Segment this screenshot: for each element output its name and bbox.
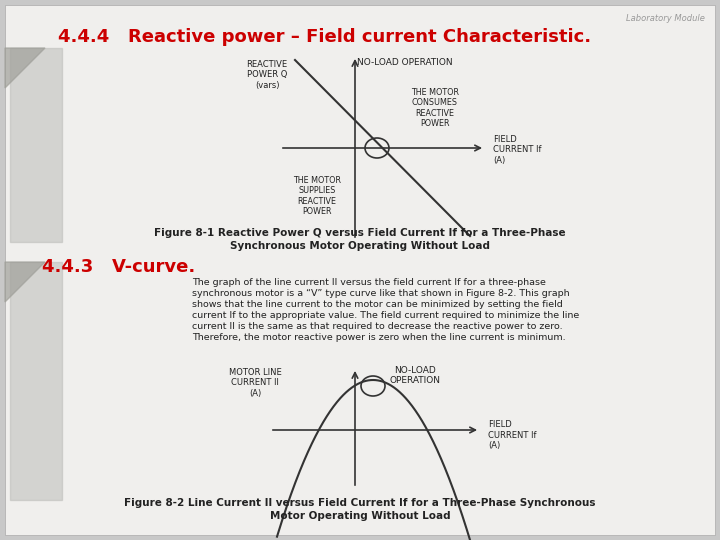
Text: FIELD
CURRENT If
(A): FIELD CURRENT If (A) — [488, 420, 536, 450]
Text: FIELD
CURRENT If
(A): FIELD CURRENT If (A) — [493, 135, 541, 165]
Text: 4.4.3   V-curve.: 4.4.3 V-curve. — [42, 258, 195, 276]
Text: synchronous motor is a “V” type curve like that shown in Figure 8-2. This graph: synchronous motor is a “V” type curve li… — [192, 289, 570, 298]
Text: The graph of the line current Il versus the field current If for a three-phase: The graph of the line current Il versus … — [192, 278, 546, 287]
Text: current Il is the same as that required to decrease the reactive power to zero.: current Il is the same as that required … — [192, 322, 562, 331]
Text: Figure 8-1 Reactive Power Q versus Field Current If for a Three-Phase
Synchronou: Figure 8-1 Reactive Power Q versus Field… — [154, 228, 566, 251]
Text: Figure 8-2 Line Current Il versus Field Current If for a Three-Phase Synchronous: Figure 8-2 Line Current Il versus Field … — [125, 498, 595, 521]
Text: Therefore, the motor reactive power is zero when the line current is minimum.: Therefore, the motor reactive power is z… — [192, 333, 566, 342]
Text: shows that the line current to the motor can be minimized by setting the field: shows that the line current to the motor… — [192, 300, 563, 309]
Text: THE MOTOR
CONSUMES
REACTIVE
POWER: THE MOTOR CONSUMES REACTIVE POWER — [411, 88, 459, 128]
Text: current If to the appropriate value. The field current required to minimize the : current If to the appropriate value. The… — [192, 311, 580, 320]
FancyBboxPatch shape — [5, 5, 715, 535]
Text: 4.4.4   Reactive power – Field current Characteristic.: 4.4.4 Reactive power – Field current Cha… — [58, 28, 591, 46]
Text: REACTIVE
POWER Q
(vars): REACTIVE POWER Q (vars) — [246, 60, 287, 90]
Text: NO-LOAD
OPERATION: NO-LOAD OPERATION — [390, 366, 441, 386]
Text: NO-LOAD OPERATION: NO-LOAD OPERATION — [357, 58, 453, 67]
Text: Laboratory Module: Laboratory Module — [626, 14, 705, 23]
Polygon shape — [5, 48, 45, 88]
Polygon shape — [10, 48, 62, 242]
Text: MOTOR LINE
CURRENT Il
(A): MOTOR LINE CURRENT Il (A) — [229, 368, 282, 398]
Polygon shape — [10, 262, 62, 500]
Text: THE MOTOR
SUPPLIES
REACTIVE
POWER: THE MOTOR SUPPLIES REACTIVE POWER — [293, 176, 341, 216]
Polygon shape — [5, 262, 45, 302]
